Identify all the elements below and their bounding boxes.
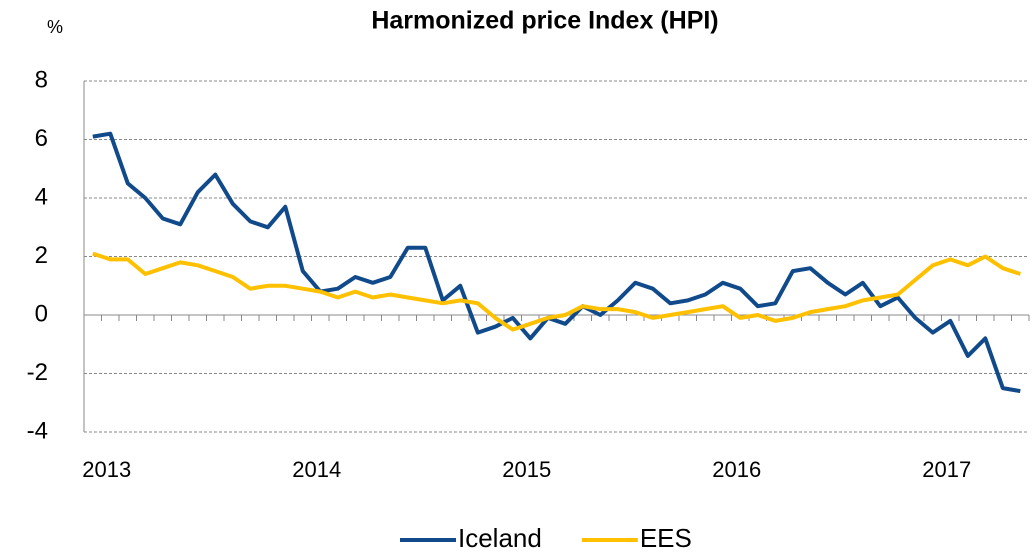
y-tick-label: -4 [27,417,48,444]
y-tick-label: 8 [35,66,48,93]
legend-label: EES [640,523,692,553]
chart-title: Harmonized price Index (HPI) [371,7,718,35]
x-tick-label: 2015 [502,457,551,482]
line-series [92,251,1021,332]
y-tick-label: -2 [27,359,48,386]
y-tick-label: 4 [35,183,48,210]
y-tick-label: 6 [35,125,48,152]
x-tick-label: 2013 [82,457,131,482]
y-axis-label: % [47,17,63,37]
line-series [92,131,1021,394]
legend-label: Iceland [458,523,542,553]
x-tick-label: 2017 [922,457,971,482]
y-tick-label: 0 [35,300,48,327]
x-tick-label: 2016 [712,457,761,482]
y-tick-label: 2 [35,242,48,269]
x-tick-label: 2014 [292,457,341,482]
